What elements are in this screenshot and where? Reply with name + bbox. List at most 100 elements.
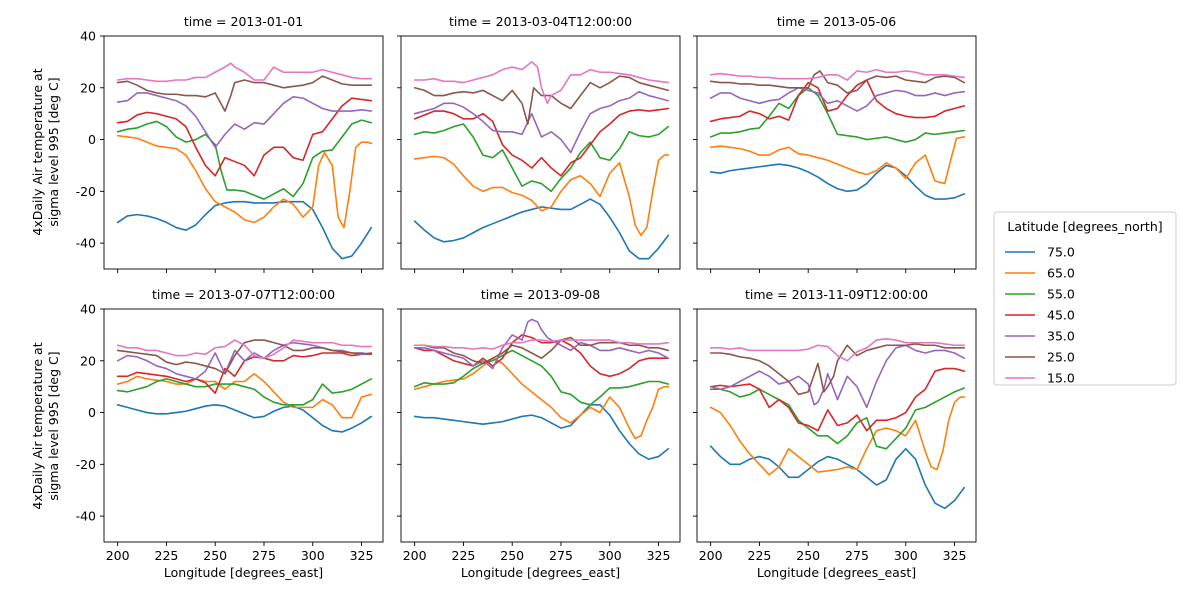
- x-axis-label: Longitude [degrees_east]: [461, 565, 620, 580]
- x-tick-label: 300: [598, 548, 622, 563]
- series-line-lat-15.0: [116, 62, 373, 83]
- x-tick-label: 325: [943, 548, 967, 563]
- legend-label: 55.0: [1047, 287, 1075, 302]
- y-tick-label: -40: [76, 236, 96, 251]
- x-tick-label: 250: [203, 548, 227, 563]
- series-line-lat-55.0: [116, 378, 373, 406]
- y-axis-label-top-row: 4xDaily Air temperature at sigma level 9…: [30, 68, 61, 235]
- legend-label: 45.0: [1047, 308, 1075, 323]
- series-line-lat-45.0: [709, 79, 966, 123]
- series-line-lat-55.0: [116, 119, 373, 200]
- series-group: [709, 68, 966, 200]
- legend-title: Latitude [degrees_north]: [1007, 219, 1162, 234]
- series-group: [413, 61, 670, 260]
- panel-3: time = 2013-05-06: [693, 14, 977, 273]
- panel-title: time = 2013-01-01: [184, 14, 303, 29]
- axes-frame: [400, 35, 681, 270]
- x-tick-label: 300: [894, 548, 918, 563]
- legend-label: 35.0: [1047, 329, 1075, 344]
- panel-title: time = 2013-07-07T12:00:00: [152, 287, 335, 302]
- series-line-lat-25.0: [116, 339, 373, 375]
- x-axis-label: Longitude [degrees_east]: [164, 565, 323, 580]
- x-tick-label: 300: [301, 548, 325, 563]
- series-line-lat-45.0: [709, 367, 966, 432]
- y-tick-label: 0: [88, 405, 96, 420]
- legend-label: 25.0: [1047, 350, 1075, 365]
- axes-frame: [696, 35, 977, 270]
- series-group: [116, 339, 373, 433]
- legend-label: 75.0: [1047, 245, 1075, 260]
- y-tick-label: -20: [76, 457, 96, 472]
- series-line-lat-75.0: [116, 403, 373, 433]
- panel-1: time = 2013-01-01 -40 -20 0 20 40: [76, 14, 384, 273]
- y-axis-label-bottom-row: 4xDaily Air temperature at sigma level 9…: [30, 342, 61, 509]
- y-tick-label: -20: [76, 184, 96, 199]
- legend-entry: 45.0: [1005, 308, 1075, 323]
- series-line-lat-65.0: [116, 134, 373, 229]
- y-tick-label: 40: [80, 302, 96, 317]
- series-line-lat-75.0: [709, 163, 966, 200]
- legend-entry: 25.0: [1005, 350, 1075, 365]
- x-tick-label: 275: [845, 548, 869, 563]
- series-line-lat-35.0: [709, 344, 966, 409]
- x-tick-label: 200: [403, 548, 427, 563]
- panel-5: time = 2013-09-08 200 225 250 275 300 325 Longi…: [397, 287, 681, 580]
- series-group: [116, 62, 373, 260]
- series-line-lat-35.0: [709, 86, 966, 112]
- series-line-lat-75.0: [413, 198, 670, 260]
- y-axis-label-line2: sigma level 995 [deg C]: [46, 351, 61, 500]
- series-line-lat-35.0: [413, 318, 670, 370]
- axes-frame: [696, 308, 977, 543]
- series-group: [709, 337, 966, 510]
- series-line-lat-25.0: [116, 75, 373, 112]
- y-tick-label: 20: [80, 353, 96, 368]
- series-line-lat-45.0: [116, 97, 373, 177]
- legend-entry: 35.0: [1005, 329, 1075, 344]
- panel-4: time = 2013-07-07T12:00:00 -40 -20 0 20 40 200…: [76, 287, 384, 580]
- x-tick-label: 250: [500, 548, 524, 563]
- axes-frame: [103, 35, 384, 270]
- series-line-lat-55.0: [413, 349, 670, 406]
- y-axis-label-line1: 4xDaily Air temperature at: [30, 342, 45, 509]
- series-line-lat-65.0: [709, 396, 966, 476]
- series-line-lat-55.0: [709, 387, 966, 450]
- x-tick-label: 275: [252, 548, 276, 563]
- x-tick-label: 225: [748, 548, 772, 563]
- series-line-lat-15.0: [116, 339, 373, 359]
- legend-box: [993, 211, 1177, 386]
- panel-title: time = 2013-03-04T12:00:00: [449, 14, 632, 29]
- x-tick-label: 225: [452, 548, 476, 563]
- series-line-lat-25.0: [709, 343, 966, 396]
- axes-frame: [400, 308, 681, 543]
- y-tick-label: 40: [80, 29, 96, 44]
- panel-title: time = 2013-11-09T12:00:00: [745, 287, 928, 302]
- legend-entries: 75.0 65.0 55.0 45.0 35.0 25.0 15.0: [1005, 245, 1075, 386]
- series-line-lat-25.0: [413, 336, 670, 365]
- panel-6: time = 2013-11-09T12:00:00 200 225 250 275 30…: [693, 287, 977, 580]
- series-line-lat-15.0: [709, 337, 966, 362]
- legend: Latitude [degrees_north] 75.0 65.0 55.0 45.…: [993, 211, 1177, 386]
- legend-entry: 55.0: [1005, 287, 1075, 302]
- panels-layer: time = 2013-01-01 -40 -20 0 20 40 time = 2013-…: [76, 14, 977, 580]
- series-line-lat-15.0: [709, 68, 966, 81]
- legend-entry: 65.0: [1005, 266, 1075, 281]
- x-tick-label: 250: [796, 548, 820, 563]
- panel-title: time = 2013-05-06: [777, 14, 896, 29]
- series-line-lat-35.0: [116, 92, 373, 149]
- y-axis-label-line2: sigma level 995 [deg C]: [46, 77, 61, 226]
- legend-label: 15.0: [1047, 371, 1075, 386]
- series-line-lat-65.0: [413, 154, 670, 237]
- series-line-lat-25.0: [709, 70, 966, 94]
- x-tick-label: 325: [647, 548, 671, 563]
- series-line-lat-35.0: [413, 90, 670, 154]
- series-line-lat-55.0: [709, 86, 966, 143]
- panel-title: time = 2013-09-08: [481, 287, 600, 302]
- series-line-lat-45.0: [413, 334, 670, 378]
- x-axis-label: Longitude [degrees_east]: [757, 565, 916, 580]
- axes-frame: [103, 308, 384, 543]
- series-line-lat-65.0: [709, 136, 966, 185]
- y-axis-label-line1: 4xDaily Air temperature at: [30, 68, 45, 235]
- series-line-lat-65.0: [413, 357, 670, 440]
- series-line-lat-75.0: [413, 403, 670, 460]
- y-tick-label: -40: [76, 509, 96, 524]
